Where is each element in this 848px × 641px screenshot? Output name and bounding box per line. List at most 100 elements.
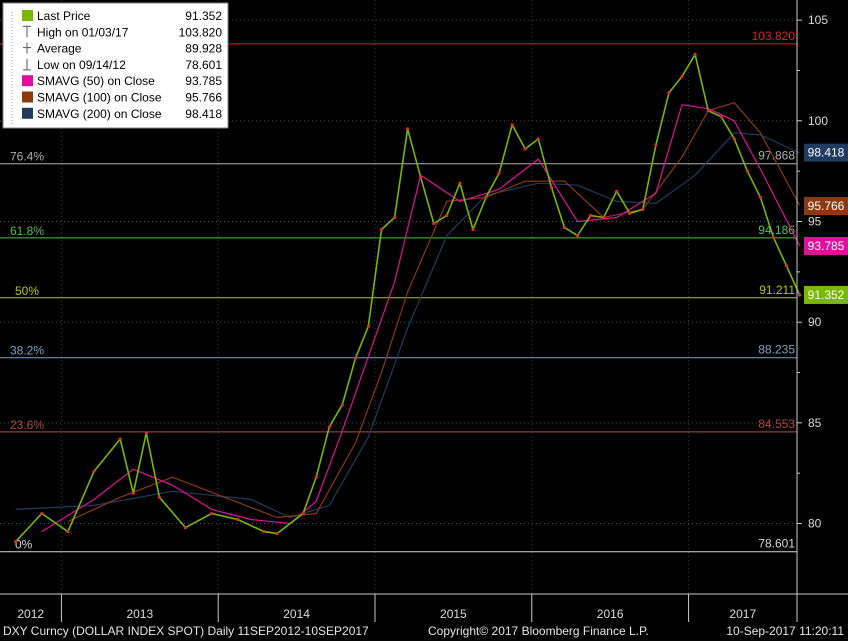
price-point xyxy=(14,540,18,544)
legend-label: Low on 09/14/12 xyxy=(37,58,126,72)
price-point xyxy=(732,137,736,141)
legend: Last Price 91.352 High on 01/03/17 103.820 A… xyxy=(2,2,229,129)
value-tag-box xyxy=(804,236,848,255)
value-tag-label: 91.352 xyxy=(808,288,845,302)
price-point xyxy=(536,137,540,141)
x-tick-label: 2012 xyxy=(17,607,44,621)
price-point xyxy=(327,425,331,429)
fib-percent-label: 38.2% xyxy=(10,344,44,358)
price-point xyxy=(628,211,632,215)
fibonacci-levels: 100%103.82076.4%97.86861.8%94.18650%91.2… xyxy=(0,29,797,553)
price-point xyxy=(484,195,488,199)
legend-value: 93.785 xyxy=(185,74,222,88)
x-axis: 2012 2013 2014 2015 2016 2017 xyxy=(17,594,756,622)
x-tick-label: 2016 xyxy=(597,607,624,621)
brown-square-icon xyxy=(22,91,33,103)
price-point xyxy=(432,221,436,226)
x-tick-label: 2015 xyxy=(440,607,467,621)
fib-percent-label: 23.6% xyxy=(10,418,44,432)
price-point xyxy=(118,437,122,441)
legend-value: 78.601 xyxy=(185,58,222,72)
legend-value: 89.928 xyxy=(185,42,222,56)
y-tick-label: 80 xyxy=(808,517,822,531)
price-point xyxy=(379,227,384,232)
value-tag-label: 93.785 xyxy=(808,239,845,253)
legend-label: SMAVG (200) on Close xyxy=(37,107,162,121)
fib-percent-label: 61.8% xyxy=(10,224,44,238)
price-point xyxy=(157,495,161,499)
price-point xyxy=(562,225,567,230)
price-point xyxy=(366,324,370,328)
price-point xyxy=(641,207,645,211)
price-point xyxy=(183,526,188,530)
y-tick-label: 105 xyxy=(808,13,828,27)
legend-rows: Last Price 91.352 High on 01/03/17 103.820 A… xyxy=(11,9,222,124)
legend-label: SMAVG (50) on Close xyxy=(37,74,155,88)
value-tag-box xyxy=(804,197,848,216)
price-point xyxy=(353,356,357,360)
price-point xyxy=(719,115,723,119)
price-point xyxy=(40,511,44,516)
price-point xyxy=(615,189,619,193)
legend-value: 98.418 xyxy=(185,107,222,121)
price-point xyxy=(144,431,148,435)
price-point xyxy=(262,530,266,534)
price-point xyxy=(236,517,240,522)
price-point xyxy=(654,143,658,147)
legend-label: Last Price xyxy=(37,9,91,23)
price-point xyxy=(523,147,527,151)
fib-percent-label: 50% xyxy=(15,284,39,298)
price-point xyxy=(393,215,397,220)
legend-label: SMAVG (100) on Close xyxy=(37,91,162,105)
x-tick-label: 2014 xyxy=(283,607,310,621)
fib-value-label: 78.601 xyxy=(758,537,795,551)
navy-square-icon xyxy=(22,107,33,119)
footer-copyright: Copyright© 2017 Bloomberg Finance L.P. xyxy=(428,624,649,638)
value-tag-box xyxy=(804,143,848,162)
value-tag-box xyxy=(804,285,848,304)
fib-value-label: 97.868 xyxy=(758,149,795,163)
legend-value: 91.352 xyxy=(185,9,222,23)
price-point xyxy=(458,181,462,185)
series-lines xyxy=(14,52,802,544)
price-point xyxy=(589,213,593,218)
y-tick-label: 85 xyxy=(808,416,822,430)
price-point xyxy=(706,109,710,113)
legend-value: 95.766 xyxy=(185,91,222,105)
x-tick-label: 2013 xyxy=(126,607,153,621)
fib-value-label: 94.186 xyxy=(758,223,795,237)
y-tick-label: 90 xyxy=(808,315,822,329)
price-point xyxy=(510,123,514,127)
price-point xyxy=(314,475,318,479)
price-point xyxy=(92,469,96,473)
price-point xyxy=(602,215,606,220)
chart-footer: DXY Curncy (DOLLAR INDEX SPOT) Daily 11S… xyxy=(0,622,848,641)
price-point xyxy=(497,171,501,175)
price-point xyxy=(340,403,344,407)
price-point xyxy=(771,236,776,240)
price-point xyxy=(667,91,671,95)
y-tick-label: 100 xyxy=(808,114,828,128)
fib-percent-label: 76.4% xyxy=(10,150,44,164)
legend-label: High on 01/03/17 xyxy=(37,25,129,39)
fib-percent-label: 0% xyxy=(15,538,33,552)
y-axis: 80 85 90 95 100 105 xyxy=(797,13,828,531)
price-point xyxy=(131,491,135,495)
magenta-square-icon xyxy=(22,75,33,87)
price-point xyxy=(758,195,763,199)
fib-value-label: 84.553 xyxy=(758,417,795,431)
price-point xyxy=(745,169,750,173)
price-point xyxy=(693,52,697,57)
fib-value-label: 88.235 xyxy=(758,343,795,357)
price-point xyxy=(66,530,70,534)
price-point xyxy=(784,264,789,268)
price-point xyxy=(798,293,802,297)
value-tag-label: 98.418 xyxy=(808,146,845,160)
legend-box xyxy=(2,2,229,129)
legend-label: Average xyxy=(37,42,82,56)
price-point xyxy=(471,227,475,232)
green-square-icon xyxy=(22,10,33,21)
fib-value-label: 103.820 xyxy=(752,29,796,43)
price-point xyxy=(549,185,554,189)
